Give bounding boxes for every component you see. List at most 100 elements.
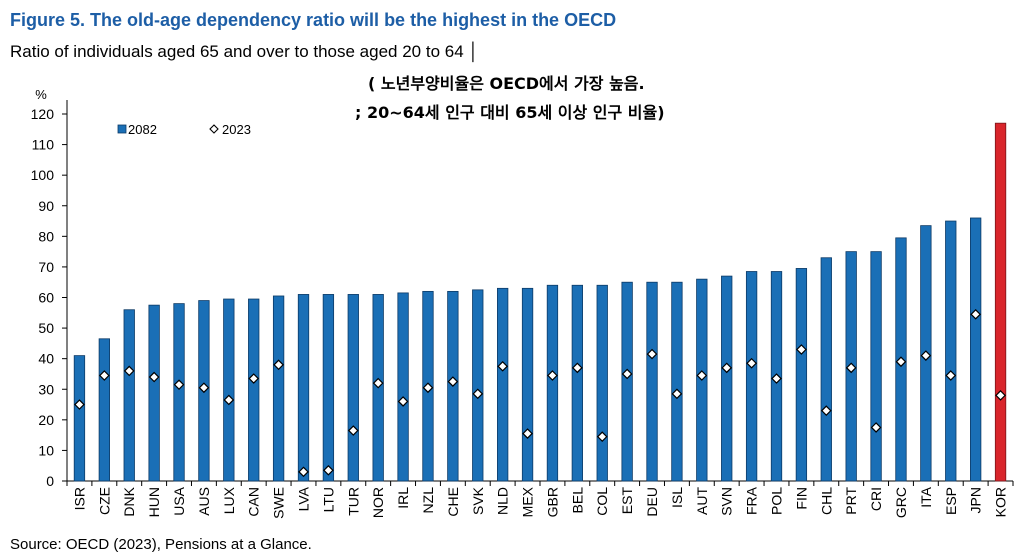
y-axis-title: % [35, 87, 47, 102]
x-tick-label: EST [619, 487, 635, 515]
bar-2082-deu [646, 281, 658, 482]
bar-2082-cri [870, 251, 882, 482]
bar-2082-svn [721, 275, 733, 482]
marker-2023-jpn [970, 308, 982, 320]
marker-2023-nor [372, 377, 384, 389]
x-tick-label: GRC [893, 487, 909, 518]
x-tick-label: FIN [793, 487, 809, 510]
bars-2082 [73, 122, 1007, 482]
bar-2082-kor [994, 122, 1007, 482]
marker-2023-mex [522, 428, 533, 439]
x-tick-label: SVK [470, 486, 486, 515]
marker-2023-cri [870, 422, 882, 433]
marker-2023-aus [198, 382, 210, 394]
bar-2082-cze [98, 338, 110, 482]
marker-2023-fin [796, 344, 807, 355]
x-tick-label: POL [769, 487, 785, 515]
legend-label: 2082 [128, 122, 157, 137]
bar-2082-nld [497, 287, 509, 482]
y-tick-label: 50 [38, 320, 54, 336]
x-tick-label: SVN [719, 487, 735, 516]
marker-2023-nzl [422, 382, 434, 394]
legend-swatch-diamond [209, 124, 219, 134]
marker-2023-ltu [323, 464, 334, 476]
bar-2082-gbr [546, 284, 559, 482]
marker-2023-est [621, 368, 633, 380]
marker-2023-swe [273, 359, 284, 371]
x-tick-label: LUX [221, 486, 237, 514]
x-tick-label: CRI [868, 487, 884, 511]
legend-item-2023: 2023 [209, 122, 251, 137]
x-tick-label: COL [594, 487, 610, 516]
x-tick-label: CHE [445, 487, 461, 517]
marker-2023-isr [74, 399, 85, 410]
bar-2082-jpn [970, 217, 982, 482]
bar-2082-hun [148, 304, 160, 482]
bar-2082-bel [571, 284, 583, 482]
bar-2082-can [248, 298, 260, 482]
marker-2023-prt [845, 362, 857, 374]
bar-2082-irl [397, 292, 409, 482]
x-tick-label: FRA [744, 486, 760, 515]
marker-2023-svk [472, 388, 484, 400]
marker-2023-chl [820, 405, 832, 417]
marker-2023-gbr [547, 370, 558, 381]
marker-2023-dnk [123, 365, 135, 377]
x-tick-label: KOR [993, 487, 1009, 517]
marker-2023-bel [571, 362, 583, 374]
y-tick-label: 20 [38, 412, 54, 428]
x-tick-label: CAN [246, 487, 262, 517]
y-tick-label: 0 [46, 473, 54, 489]
marker-2023-nld [497, 360, 509, 372]
x-tick-label: HUN [146, 487, 162, 517]
bar-2082-esp [945, 220, 957, 482]
marker-2023-irl [397, 396, 409, 407]
x-tick-label: CHL [818, 487, 834, 515]
y-tick-label: 90 [38, 198, 54, 214]
bar-2082-fin [795, 268, 808, 482]
legend-swatch-bar [117, 124, 127, 134]
x-tick-label: BEL [569, 487, 585, 514]
marker-2023-deu [646, 348, 658, 360]
x-tick-label: ESP [943, 487, 959, 515]
marker-2023-can [248, 373, 260, 384]
bar-2082-svk [472, 289, 484, 482]
marker-2023-tur [347, 425, 359, 436]
marker-2023-hun [148, 371, 160, 383]
bar-2082-isl [671, 281, 683, 482]
legend-item-2082: 2082 [117, 122, 157, 137]
bar-2082-est [621, 281, 633, 482]
legend-label: 2023 [222, 122, 251, 137]
marker-2023-fra [746, 357, 757, 369]
chart-subtitle: Ratio of individuals aged 65 and over to… [10, 42, 480, 61]
marker-2023-col [596, 431, 608, 443]
x-tick-label: CZE [96, 487, 112, 515]
y-tick-label: 100 [31, 167, 55, 183]
bar-2082-chl [820, 257, 832, 482]
x-tick-label: DEU [644, 487, 660, 517]
bar-2082-usa [173, 303, 185, 482]
legend: 2082 2023 [117, 122, 251, 137]
korean-annotation-line-1: ( 노년부양비율은 OECD에서 가장 높음. [368, 74, 645, 93]
marker-2023-lux [223, 394, 235, 406]
marker-2023-isl [671, 388, 683, 400]
y-tick-label: 70 [38, 259, 54, 275]
y-tick-label: 110 [32, 137, 55, 153]
bar-2082-fra [745, 271, 758, 482]
x-tick-label: NOR [370, 487, 386, 518]
x-tick-label: USA [171, 486, 187, 515]
marker-2023-ita [920, 350, 932, 361]
bar-2082-dnk [123, 309, 135, 482]
bar-2082-isr [73, 355, 86, 482]
x-tick-label: PRT [843, 487, 859, 515]
marker-2023-aut [696, 370, 708, 381]
y-tick-label: 30 [38, 381, 54, 397]
page-title: Figure 5. The old-age dependency ratio w… [10, 10, 617, 30]
x-tick-label: DNK [121, 486, 137, 516]
markers-2023 [74, 308, 1006, 478]
marker-2023-cze [98, 370, 110, 381]
y-tick-label: 40 [38, 351, 54, 367]
x-tick-label: SWE [271, 487, 287, 519]
y-tick-label: 80 [38, 228, 54, 244]
